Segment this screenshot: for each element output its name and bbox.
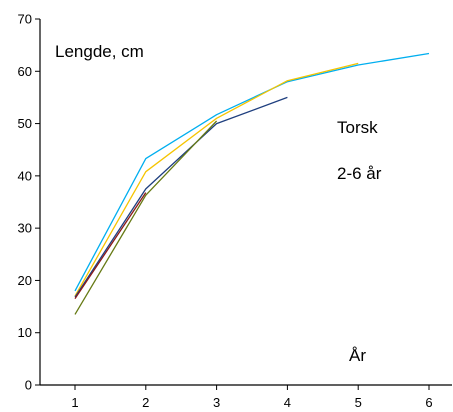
species-label: Torsk (337, 118, 378, 137)
series-line-2 (75, 63, 358, 296)
y-axis-ticks: 0 10 20 30 40 50 60 70 (18, 12, 40, 393)
y-tick-label: 20 (18, 273, 32, 288)
series-line-3 (75, 97, 287, 297)
y-tick-label: 0 (25, 378, 32, 393)
x-unit-label: År (349, 346, 366, 365)
age-range-label: 2-6 år (337, 164, 382, 183)
y-tick-label: 30 (18, 221, 32, 236)
series-line-4 (75, 193, 146, 299)
plot-area: 0 10 20 30 40 50 60 70 1 2 3 4 5 6 (18, 12, 452, 411)
y-tick-label: 60 (18, 64, 32, 79)
x-axis-ticks: 1 2 3 4 5 6 (71, 385, 432, 410)
y-tick-label: 10 (18, 325, 32, 340)
y-tick-label: 70 (18, 12, 32, 27)
series-lines (75, 54, 429, 315)
x-tick-label: 1 (71, 395, 78, 410)
x-tick-label: 2 (142, 395, 149, 410)
x-tick-label: 3 (213, 395, 220, 410)
x-tick-label: 5 (355, 395, 362, 410)
y-tick-label: 40 (18, 168, 32, 183)
y-tick-label: 50 (18, 116, 32, 131)
x-tick-label: 4 (284, 395, 291, 410)
series-line-5 (75, 121, 217, 314)
y-unit-label: Lengde, cm (55, 42, 144, 61)
x-tick-label: 6 (425, 395, 432, 410)
